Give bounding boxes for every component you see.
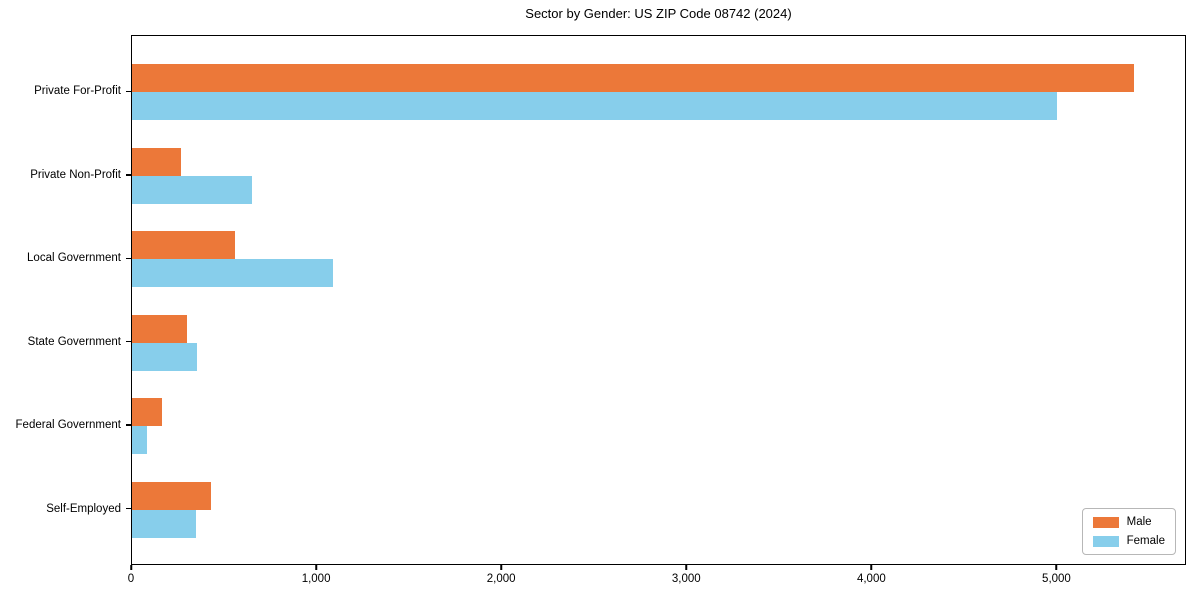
legend: Male Female <box>1081 508 1176 555</box>
x-tick-mark <box>1055 565 1058 570</box>
x-axis: 0 1,000 2,000 3,000 4,000 5,000 <box>127 565 1186 595</box>
x-tick-label: 4,000 <box>856 573 886 585</box>
bar-male-private-non-profit <box>132 147 181 176</box>
bar-group-state-government <box>132 314 1185 371</box>
x-tick-label: 5,000 <box>1042 573 1071 585</box>
x-tick-mark <box>500 565 502 570</box>
y-axis-label-self-employed: Self-Employed <box>46 502 121 515</box>
bar-female-local-government <box>132 259 334 288</box>
x-tick-mark <box>315 565 317 570</box>
y-tick-mark <box>126 90 131 93</box>
x-tick-mark <box>685 565 687 570</box>
y-tick-mark <box>126 257 131 260</box>
bar-male-federal-government <box>132 398 163 427</box>
x-tick-label: 3,000 <box>671 573 701 585</box>
x-tick-label: 0 <box>127 573 135 585</box>
plot-area: Male Female <box>131 35 1186 565</box>
bar-female-private-for-profit <box>132 92 1057 121</box>
x-tick-label: 1,000 <box>301 573 331 585</box>
bar-group-private-for-profit <box>132 64 1185 121</box>
x-tick-label: 2,000 <box>486 573 516 585</box>
y-tick-mark <box>126 507 131 510</box>
bar-female-private-non-profit <box>132 175 253 204</box>
legend-swatch-female <box>1092 535 1119 547</box>
legend-label-male: Male <box>1126 516 1152 528</box>
x-tick-mark <box>130 565 132 570</box>
y-tick-mark <box>126 340 131 343</box>
bar-female-state-government <box>132 342 197 371</box>
legend-item-male: Male <box>1092 516 1165 528</box>
y-axis-label-private-for-profit: Private For-Profit <box>34 85 121 98</box>
y-axis-labels: Private For-Profit Private Non-Profit Loca… <box>0 35 131 565</box>
bar-group-private-non-profit <box>132 147 1185 204</box>
bar-female-federal-government <box>132 426 147 455</box>
legend-item-female: Female <box>1092 535 1165 547</box>
y-tick-mark <box>126 424 131 426</box>
bar-group-local-government <box>132 231 1185 288</box>
bar-group-self-employed <box>132 481 1185 538</box>
y-tick-mark <box>126 174 131 176</box>
bar-male-local-government <box>132 231 235 260</box>
bars-layer <box>132 36 1185 564</box>
bar-group-federal-government <box>132 398 1185 455</box>
legend-swatch-male <box>1092 516 1119 528</box>
legend-label-female: Female <box>1126 535 1165 547</box>
y-axis-label-private-non-profit: Private Non-Profit <box>30 168 121 181</box>
y-axis-label-state-government: State Government <box>27 335 121 348</box>
bar-male-self-employed <box>132 481 211 510</box>
bar-male-state-government <box>132 314 188 343</box>
chart-title: Sector by Gender: US ZIP Code 08742 (202… <box>525 6 792 21</box>
y-axis-label-local-government: Local Government <box>27 252 121 265</box>
x-tick-mark <box>870 565 873 570</box>
bar-male-private-for-profit <box>132 64 1135 93</box>
y-axis-label-federal-government: Federal Government <box>15 419 121 432</box>
bar-female-self-employed <box>132 509 196 538</box>
